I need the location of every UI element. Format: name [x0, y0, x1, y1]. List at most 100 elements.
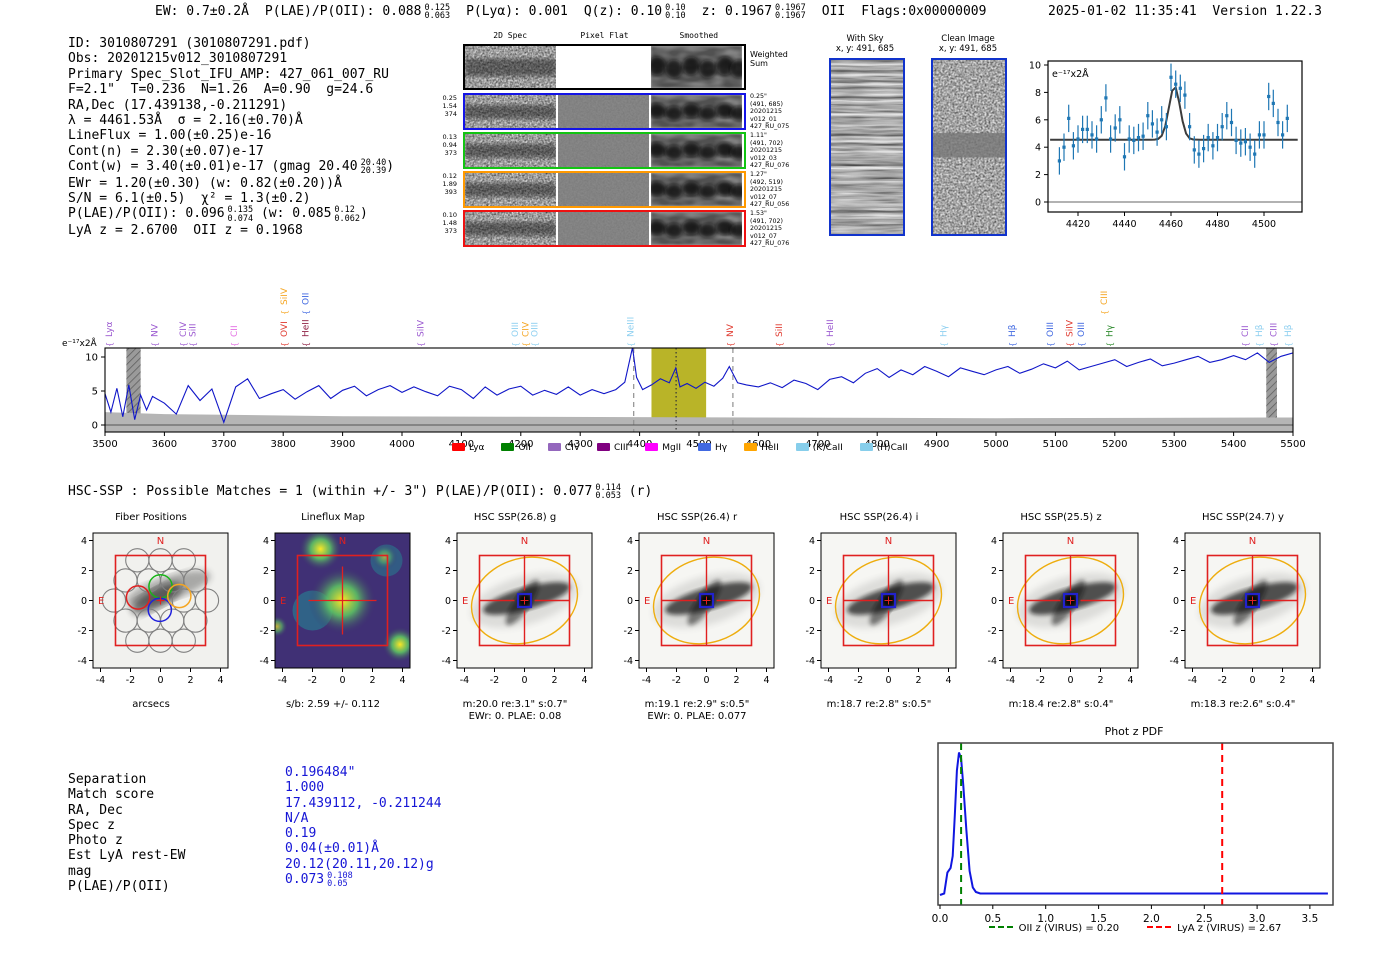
- emission-line-label: SiII: [188, 323, 198, 337]
- compass-north: N: [339, 536, 346, 547]
- extraction-box: [296, 554, 389, 647]
- emission-line-label: Lyα: [105, 321, 115, 337]
- emission-line-label: OII: [302, 293, 312, 305]
- full-spectrum-svg: 3500360037003800390040004100420043004400…: [62, 287, 1306, 450]
- svg-text:2: 2: [809, 566, 815, 577]
- cutout-title: HSC SSP(26.8) g: [473, 512, 557, 523]
- compass-east: E: [644, 596, 650, 607]
- svg-text:2: 2: [1279, 675, 1285, 686]
- svg-text:-2: -2: [854, 675, 863, 686]
- emission-line-label: Hγ: [1105, 324, 1115, 337]
- header-item: EW: 0.7±0.2Å: [155, 4, 249, 20]
- svg-text:0: 0: [445, 596, 451, 607]
- svg-text:4: 4: [399, 675, 405, 686]
- svg-text:{: {: [105, 342, 114, 347]
- spec2d-cell-smooth: [651, 173, 742, 206]
- match-table-value: 0.19: [285, 826, 317, 842]
- legend-swatch: [698, 443, 712, 451]
- emission-line-label: NeIII: [627, 317, 637, 337]
- svg-text:3.0: 3.0: [1249, 913, 1266, 925]
- svg-text:2: 2: [915, 675, 921, 686]
- svg-text:10: 10: [85, 353, 98, 364]
- cutout-svg-galaxy: N E -4 -4 -2 -2 0 0 2 2 4 4: [806, 532, 957, 686]
- fiber-circle: [171, 548, 196, 573]
- svg-text:4500: 4500: [1252, 219, 1276, 230]
- match-table-value: 1.000: [285, 780, 325, 796]
- svg-text:-2: -2: [988, 626, 997, 637]
- match-table-value: 20.12(20.11,20.12)g: [285, 856, 434, 872]
- compass-east: E: [280, 596, 286, 607]
- svg-text:4400: 4400: [627, 439, 652, 450]
- spec2d-row: [463, 171, 746, 208]
- match-table-label: Photo z: [68, 833, 123, 849]
- svg-text:8: 8: [1035, 88, 1041, 99]
- svg-text:4420: 4420: [1066, 219, 1090, 230]
- fiber-circle: [183, 568, 208, 593]
- fiber-circle: [101, 588, 127, 613]
- svg-text:4: 4: [81, 536, 87, 547]
- svg-text:4460: 4460: [1159, 219, 1183, 230]
- spec2d-cell-flat: [558, 134, 649, 167]
- svg-text:2: 2: [187, 675, 193, 686]
- svg-text:0: 0: [521, 675, 527, 686]
- cutout-title: Fiber Positions: [115, 512, 187, 523]
- cutout-svg-lineflux: N E -4 -4 -2 -2 0 0 2 2 4 4: [260, 532, 411, 686]
- legend-swatch: [547, 443, 561, 451]
- spec2d-header-smoothed: Smoothed: [679, 31, 719, 40]
- match-table-label: mag: [68, 863, 92, 879]
- emission-line-label: SiIV: [1066, 319, 1076, 337]
- selected-fiber-circle: [125, 585, 151, 610]
- fiber-circle: [183, 608, 208, 633]
- withsky-image: [829, 58, 905, 236]
- svg-text:-2: -2: [806, 626, 815, 637]
- cutout-svg-galaxy: N E -4 -4 -2 -2 0 0 2 2 4 4: [624, 532, 775, 686]
- svg-text:4: 4: [445, 536, 451, 547]
- svg-text:{: {: [280, 342, 289, 347]
- svg-text:5400: 5400: [1221, 439, 1246, 450]
- match-table-value: 0.04(±0.01)Å: [285, 841, 379, 857]
- emission-line-label: SiII: [775, 323, 785, 337]
- centroid-box: [880, 592, 897, 609]
- svg-text:4: 4: [581, 675, 587, 686]
- svg-text:-2: -2: [308, 675, 317, 686]
- hsc-match-summary: HSC-SSP : Possible Matches = 1 (within +…: [68, 483, 653, 502]
- svg-text:-4: -4: [1170, 656, 1179, 667]
- svg-text:1.0: 1.0: [1037, 913, 1054, 925]
- emission-line-label: CII: [230, 325, 240, 337]
- legend-swatch: [744, 443, 758, 451]
- svg-text:{: {: [1284, 342, 1293, 347]
- info-line: Cont(n) = 2.30(±0.07)e-17: [68, 143, 264, 159]
- svg-text:3500: 3500: [92, 439, 117, 450]
- svg-text:-2: -2: [672, 675, 681, 686]
- svg-text:2: 2: [1173, 566, 1179, 577]
- emission-line-label: Hβ: [1008, 324, 1018, 337]
- cutout-image: N E -4 -4 -2 -2 0 0 2 2 4 4: [1152, 525, 1334, 699]
- legend-item: OII: [501, 443, 531, 453]
- svg-text:{: {: [1100, 310, 1109, 315]
- cutout-svg-galaxy: N E -4 -4 -2 -2 0 0 2 2 4 4: [442, 532, 593, 686]
- spec2d-weighted-row: [463, 44, 746, 90]
- info-line: S/N = 6.1(±0.5) χ² = 1.3(±0.2): [68, 191, 311, 207]
- stacked-uncertainty: 0.1967 0.1967: [775, 3, 806, 22]
- galaxy-image: [834, 556, 943, 645]
- legend-swatch: [795, 443, 809, 451]
- header-datetime: 2025-01-02 11:35:41: [1048, 4, 1197, 19]
- cutout-title: HSC SSP(26.4) i: [839, 512, 919, 523]
- legend-item: CIII: [596, 443, 628, 453]
- svg-text:4800: 4800: [864, 439, 889, 450]
- info-line: RA,Dec (17.439138,-0.211291): [68, 97, 288, 113]
- compass-north: N: [703, 536, 710, 547]
- cleanimage-title: Clean Image x, y: 491, 685: [938, 34, 998, 54]
- compass-north: N: [521, 536, 528, 547]
- emission-line-label: OIII: [1046, 322, 1056, 337]
- spec2d-cell-smooth: [651, 46, 742, 88]
- cutout-annotation: m:20.0 re:3.1" s:0.7": [462, 699, 568, 710]
- svg-text:{: {: [940, 342, 949, 347]
- svg-text:2: 2: [81, 566, 87, 577]
- header-right: 2025-01-02 11:35:41 Version 1.22.3: [1048, 4, 1338, 19]
- match-table-label: Separation: [68, 772, 147, 787]
- cutout-image: N E -4 -4 -2 -2 0 0 2 2 4 4: [60, 525, 242, 699]
- cutout-panel-galaxy: HSC SSP(24.7) y N E -4 -4 -2 -2 0 0 2 2 4 4 m:18.3 re…: [1152, 512, 1334, 711]
- cutout-annotation: EWr: 0. PLAE: 0.077: [647, 711, 747, 722]
- svg-text:{: {: [530, 342, 539, 347]
